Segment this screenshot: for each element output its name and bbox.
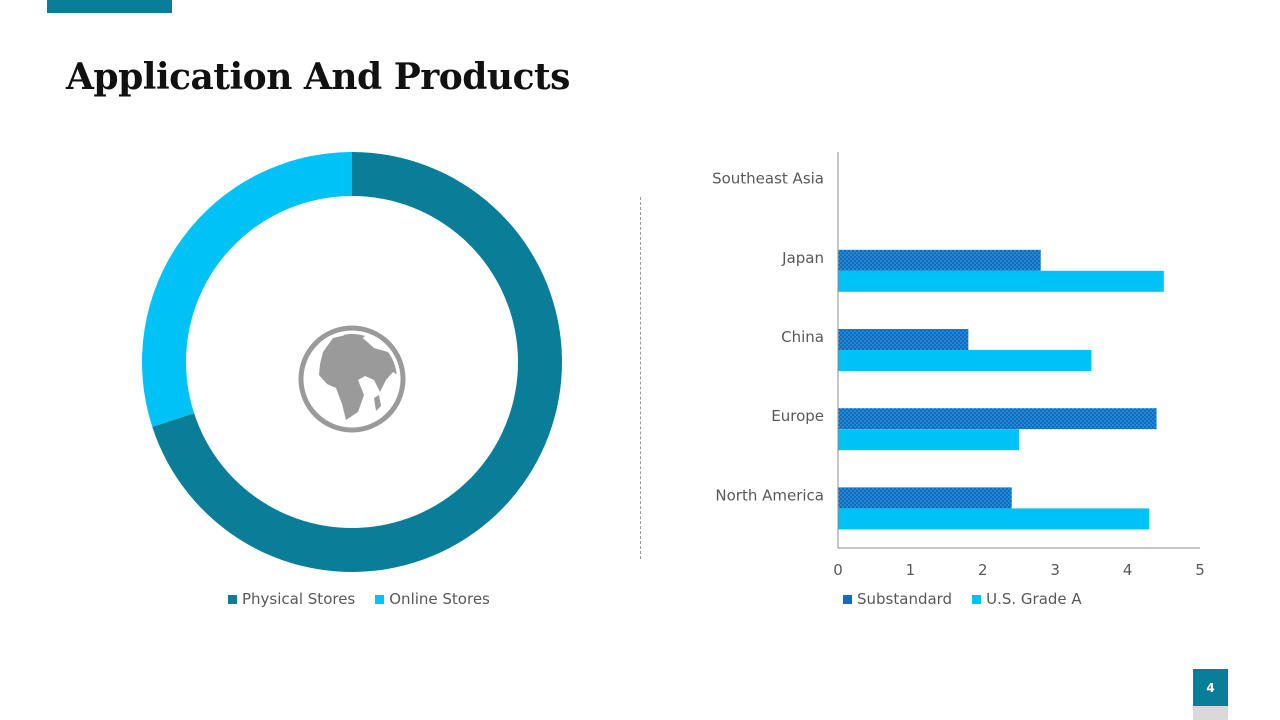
legend-swatch <box>375 594 385 604</box>
legend-label: Online Stores <box>389 590 490 608</box>
legend-swatch <box>228 594 237 604</box>
donut-legend: Physical Stores Online Stores <box>228 590 490 608</box>
legend-entry-physical-stores: Physical Stores <box>228 590 355 608</box>
category-label-japan: Japan <box>781 249 824 267</box>
legend-label: U.S. Grade A <box>986 590 1082 608</box>
x-tick-label: 1 <box>906 561 916 579</box>
donut-slice-online-stores <box>141 152 352 427</box>
bar-u-s-grade-a-japan <box>838 270 1164 292</box>
bar-u-s-grade-a-north-america <box>838 508 1150 530</box>
x-tick-label: 3 <box>1050 561 1060 579</box>
bar-u-s-grade-a-china <box>838 350 1092 371</box>
bar-substandard-north-america <box>838 487 1012 509</box>
bar-substandard-japan <box>838 249 1041 271</box>
bar-legend: Substandard U.S. Grade A <box>843 590 1082 608</box>
legend-entry-substandard: Substandard <box>843 590 952 608</box>
legend-label: Physical Stores <box>242 590 356 608</box>
x-tick-label: 0 <box>833 561 843 579</box>
bar-u-s-grade-a-europe <box>838 429 1019 451</box>
bar-substandard-china <box>838 329 969 350</box>
globe-icon <box>298 325 406 433</box>
category-label-china: China <box>781 328 824 346</box>
legend-entry-us-grade-a: U.S. Grade A <box>972 590 1082 608</box>
bar-substandard-europe <box>838 408 1157 430</box>
category-label-europe: Europe <box>771 407 824 425</box>
legend-entry-online-stores: Online Stores <box>375 590 490 608</box>
x-tick-label: 4 <box>1123 561 1133 579</box>
page-title: Application And Products <box>66 56 570 98</box>
legend-label: Substandard <box>857 590 953 608</box>
top-accent-bar <box>47 0 172 13</box>
x-tick-label: 5 <box>1195 561 1205 579</box>
section-divider <box>640 197 641 559</box>
x-tick-label: 2 <box>978 561 988 579</box>
category-label-southeast-asia: Southeast Asia <box>712 170 824 188</box>
category-label-north-america: North America <box>715 486 824 504</box>
legend-swatch <box>843 594 852 604</box>
page-number: 4 <box>1193 669 1228 706</box>
page-footer-bar <box>1193 706 1228 720</box>
legend-swatch <box>972 594 982 604</box>
